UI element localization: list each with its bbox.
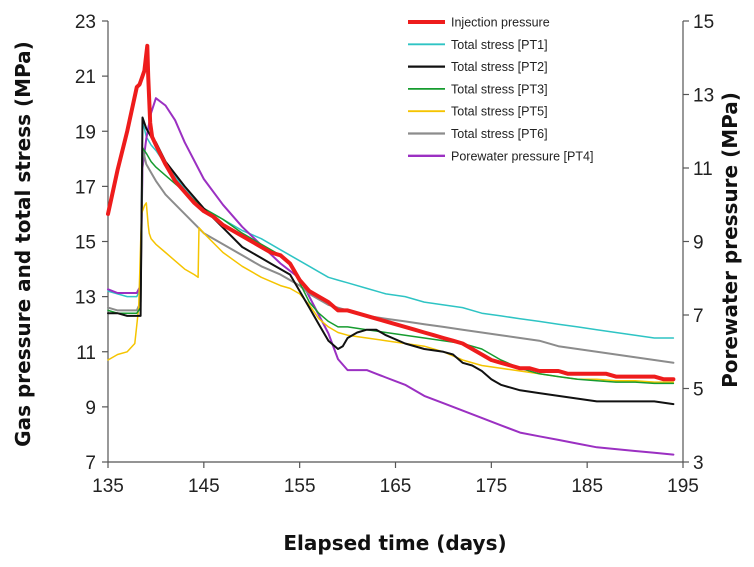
x-axis-ticks: 135 145 155 165 175 185 195 (92, 462, 699, 497)
x-tick-label: 185 (571, 476, 603, 497)
right-y-tick-label: 5 (693, 380, 704, 401)
x-tick-label: 155 (284, 476, 316, 497)
plot-frame (107, 21, 684, 463)
right-y-tick-label: 15 (693, 12, 714, 33)
legend-label-total-stress-pt6: Total stress [PT6] (451, 127, 548, 141)
left-y-tick-label: 19 (75, 122, 96, 143)
x-tick-label: 175 (475, 476, 507, 497)
right-y-axis-ticks: 3 5 7 9 11 13 15 (683, 12, 714, 474)
series-lines (106, 43, 676, 456)
left-y-axis-title: Gas pressure and total stress (MPa) (11, 41, 35, 447)
right-y-tick-label: 13 (693, 86, 714, 107)
left-y-tick-label: 13 (75, 288, 96, 309)
x-tick-label: 135 (92, 476, 124, 497)
left-y-tick-label: 11 (76, 343, 96, 364)
legend-label-total-stress-pt5: Total stress [PT5] (451, 105, 548, 119)
series-line-injection-pressure (106, 43, 676, 382)
series-line-total-stress-pt3 (107, 147, 675, 385)
legend: Injection pressure Total stress [PT1] Tota… (408, 16, 593, 163)
left-y-tick-label: 15 (75, 233, 96, 254)
right-y-tick-label: 11 (693, 159, 713, 180)
x-tick-label: 195 (667, 476, 699, 497)
legend-label-total-stress-pt1: Total stress [PT1] (451, 38, 548, 52)
series-line-total-stress-pt6 (107, 146, 675, 364)
series-line-total-stress-pt5 (107, 202, 675, 383)
left-y-tick-label: 23 (75, 12, 96, 33)
left-y-tick-label: 17 (75, 177, 96, 198)
series-line-total-stress-pt1 (107, 119, 675, 339)
x-tick-label: 165 (380, 476, 412, 497)
right-y-tick-label: 9 (693, 233, 704, 254)
x-axis-title: Elapsed time (days) (283, 531, 506, 555)
legend-label-total-stress-pt3: Total stress [PT3] (451, 82, 548, 96)
left-y-tick-label: 9 (85, 398, 96, 419)
legend-label-injection-pressure: Injection pressure (451, 16, 550, 30)
left-y-axis-ticks: 7 9 11 13 15 17 19 21 23 (75, 12, 108, 474)
legend-label-porewater-pressure-pt4: Porewater pressure [PT4] (451, 149, 593, 163)
right-y-tick-label: 7 (693, 306, 704, 327)
x-tick-label: 145 (188, 476, 220, 497)
left-y-tick-label: 21 (75, 67, 96, 88)
left-y-tick-label: 7 (85, 453, 96, 474)
right-y-tick-label: 3 (693, 453, 704, 474)
legend-label-total-stress-pt2: Total stress [PT2] (451, 60, 548, 74)
right-y-axis-title: Porewater pressure (MPa) (718, 92, 742, 388)
